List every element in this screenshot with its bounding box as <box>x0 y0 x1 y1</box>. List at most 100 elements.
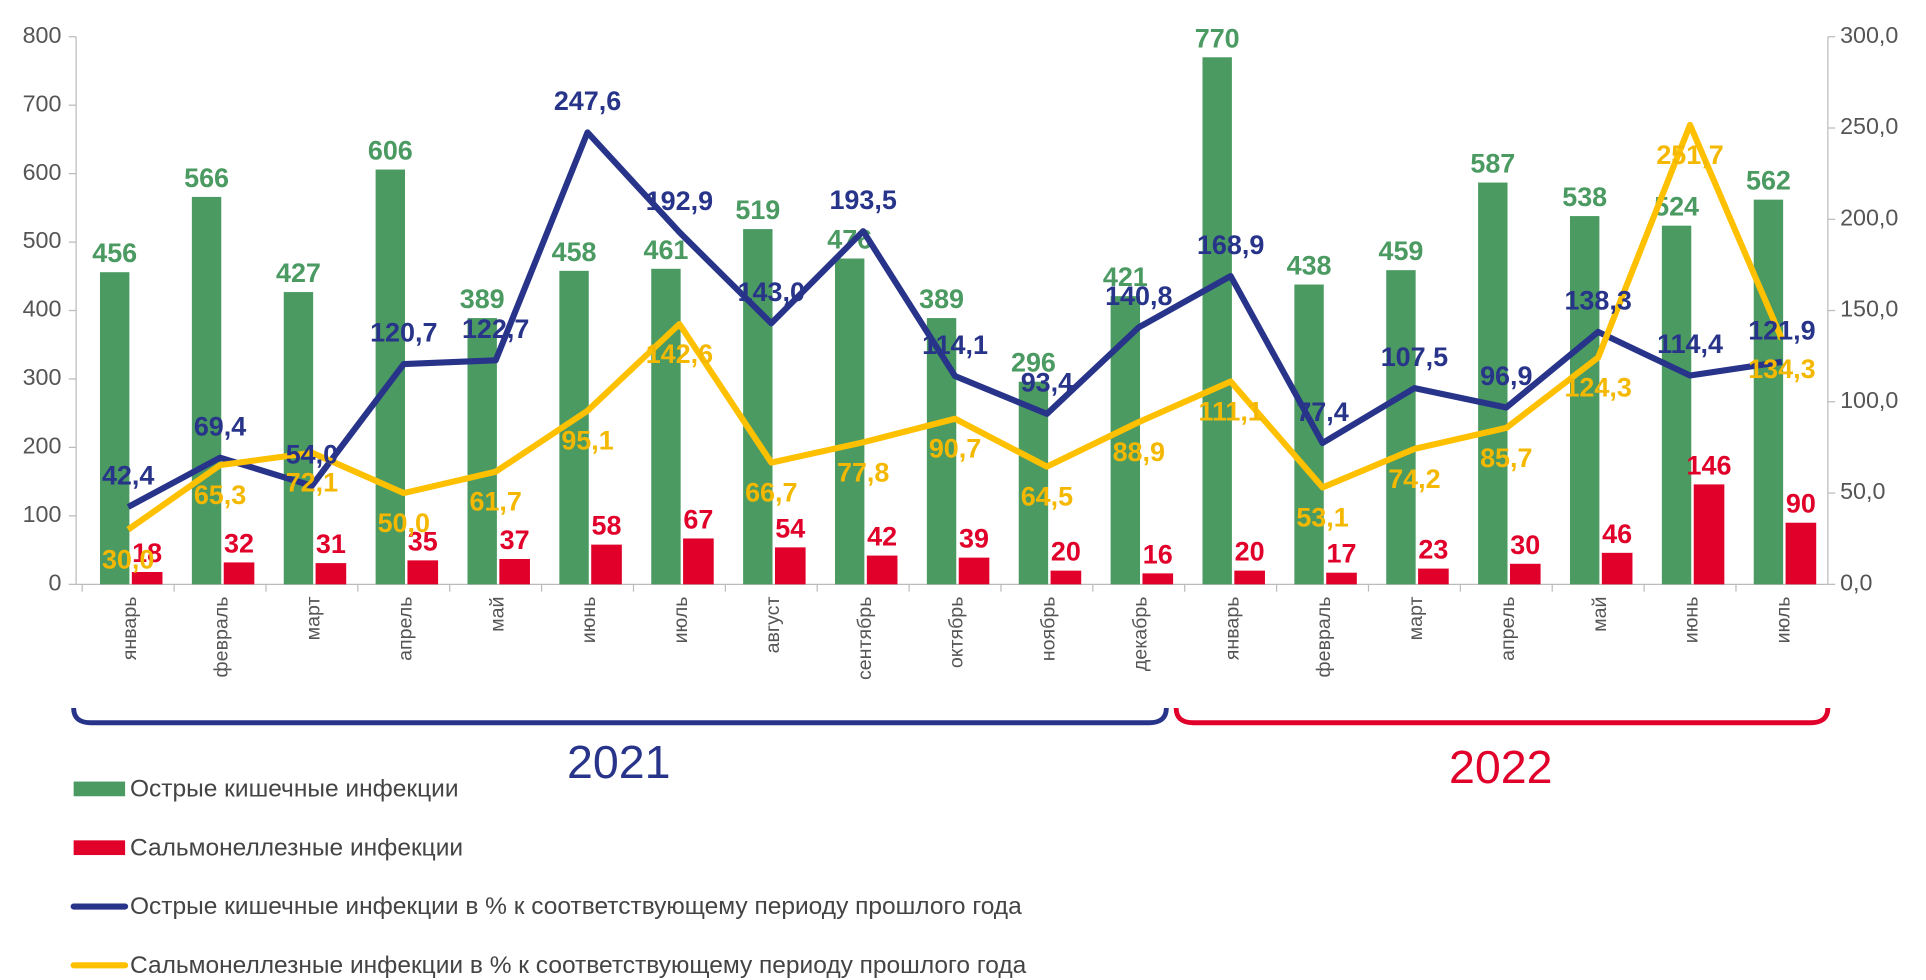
data-label: 58 <box>592 511 622 541</box>
data-label: 120,7 <box>370 318 437 348</box>
data-label: 143,0 <box>738 277 805 307</box>
legend-swatch <box>73 840 126 856</box>
bar <box>1693 484 1725 585</box>
data-label: 16 <box>1143 539 1173 569</box>
y-tick-label: 0 <box>48 569 61 595</box>
bar <box>683 538 714 585</box>
data-label: 37 <box>500 525 530 555</box>
data-label: 146 <box>1687 450 1732 480</box>
y-tick-label: 600 <box>23 159 62 185</box>
line-series <box>126 129 1783 510</box>
data-label: 427 <box>276 258 321 288</box>
data-label: 46 <box>1602 519 1632 549</box>
data-label: 88,9 <box>1113 437 1165 467</box>
data-label: 65,3 <box>194 480 246 510</box>
bar <box>958 557 990 585</box>
bar <box>1785 522 1817 585</box>
data-label: 35 <box>408 526 438 556</box>
data-label: 587 <box>1470 149 1515 179</box>
data-label: 17 <box>1327 539 1357 569</box>
data-label: 296 <box>1011 348 1056 378</box>
data-label: 168,9 <box>1197 230 1264 260</box>
data-label: 23 <box>1418 535 1448 565</box>
data-label: 54,0 <box>286 439 338 469</box>
data-label: 389 <box>460 284 505 314</box>
bar <box>743 229 773 585</box>
data-label: 90,7 <box>929 434 981 464</box>
data-label: 50,0 <box>378 508 430 538</box>
x-tick-label: июнь <box>578 597 600 644</box>
bar <box>131 572 163 585</box>
data-label: 770 <box>1195 23 1240 53</box>
data-label: 192,9 <box>646 186 713 216</box>
bar <box>926 318 957 585</box>
legend-label: Сальмонеллезные инфекции <box>130 834 463 861</box>
x-tick-label: октябрь <box>946 597 968 669</box>
data-label: 519 <box>735 195 780 225</box>
data-label: 61,7 <box>469 487 521 517</box>
data-label: 95,1 <box>561 426 613 456</box>
bar <box>834 258 865 585</box>
bar <box>223 562 255 585</box>
x-tick-label: март <box>1405 597 1427 641</box>
y2-tick-label: 150,0 <box>1840 296 1898 322</box>
data-label: 458 <box>552 237 597 267</box>
y-tick-label: 300 <box>23 364 62 390</box>
data-label: 77,4 <box>1296 397 1348 427</box>
x-tick-label: март <box>303 597 325 641</box>
data-label: 77,8 <box>837 457 889 487</box>
year-label: 2022 <box>1449 741 1553 793</box>
bar <box>1326 572 1357 585</box>
data-label: 114,4 <box>1657 329 1723 359</box>
bar <box>1753 199 1784 585</box>
data-label: 389 <box>919 284 964 314</box>
legend-label: Сальмонеллезные инфекции в % к соответст… <box>130 952 1027 979</box>
y2-tick-label: 100,0 <box>1840 387 1898 413</box>
data-label: 54 <box>775 513 805 543</box>
year-brace <box>71 707 1169 726</box>
data-label: 42 <box>867 522 897 552</box>
data-label: 90 <box>1786 489 1816 519</box>
data-label: 138,3 <box>1564 286 1631 316</box>
data-label: 251,7 <box>1656 140 1723 170</box>
data-label: 42,4 <box>102 461 154 491</box>
x-tick-label: февраль <box>211 597 233 678</box>
bar <box>283 292 314 585</box>
data-label: 53,1 <box>1296 502 1348 532</box>
x-tick-label: май <box>1589 597 1611 632</box>
x-tick-label: май <box>486 597 508 632</box>
y2-tick-label: 250,0 <box>1840 113 1898 139</box>
data-label: 66,7 <box>745 478 797 508</box>
bar <box>407 560 439 585</box>
data-label: 20 <box>1235 537 1265 567</box>
data-label: 247,6 <box>554 86 621 116</box>
data-label: 142,6 <box>646 339 713 369</box>
y-tick-label: 700 <box>23 90 62 116</box>
legend-label: Острые кишечные инфекции <box>130 776 459 803</box>
data-label: 566 <box>184 163 229 193</box>
data-label: 69,4 <box>194 411 246 441</box>
y2-tick-label: 50,0 <box>1840 478 1885 504</box>
bar <box>1386 270 1416 585</box>
bar <box>99 272 130 585</box>
data-label: 107,5 <box>1381 342 1448 372</box>
x-tick-label: апрель <box>1497 597 1519 661</box>
bar <box>1234 570 1265 585</box>
data-label: 114,1 <box>922 330 988 360</box>
data-label: 74,2 <box>1388 464 1440 494</box>
x-tick-label: сентябрь <box>854 597 876 680</box>
data-label: 72,1 <box>286 468 338 498</box>
data-label: 93,4 <box>1021 368 1073 398</box>
data-label: 39 <box>959 524 989 554</box>
y-tick-label: 200 <box>23 433 62 459</box>
bar <box>315 563 347 585</box>
bar <box>1050 570 1082 585</box>
x-tick-label: июль <box>1773 597 1795 644</box>
bar <box>866 555 898 585</box>
data-label: 111,1 <box>1198 397 1262 427</box>
x-tick-label: ноябрь <box>1038 597 1060 662</box>
y2-tick-label: 200,0 <box>1840 204 1898 230</box>
data-label: 64,5 <box>1021 482 1073 512</box>
y-tick-label: 800 <box>23 22 62 48</box>
bar <box>191 196 222 585</box>
